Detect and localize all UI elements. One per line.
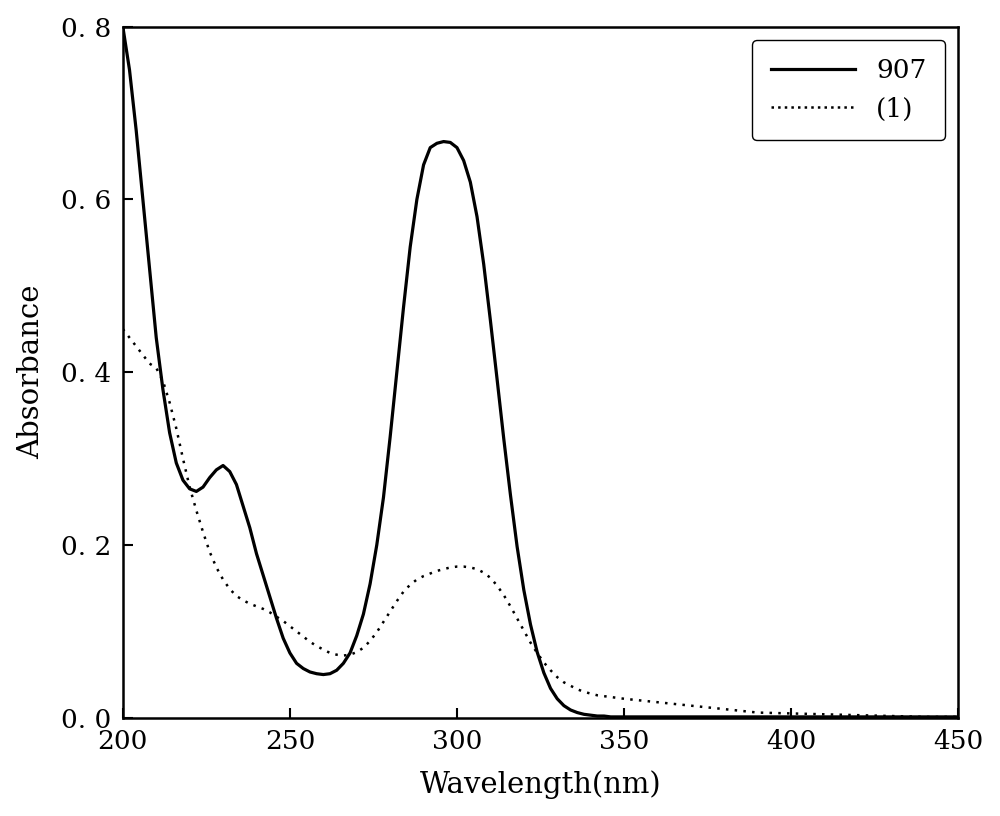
Line: (1): (1) bbox=[123, 329, 958, 717]
(1) bbox=[819, 709, 831, 719]
(1) bbox=[919, 712, 931, 722]
(1) bbox=[611, 693, 623, 703]
(1) bbox=[635, 695, 647, 705]
907 bbox=[852, 712, 864, 722]
907 bbox=[117, 22, 129, 32]
Legend: 907, (1): 907, (1) bbox=[752, 40, 945, 140]
(1) bbox=[117, 324, 129, 334]
907 bbox=[651, 712, 663, 722]
(1) bbox=[197, 527, 209, 537]
(1) bbox=[531, 648, 543, 658]
907 bbox=[297, 663, 309, 673]
Line: 907: 907 bbox=[123, 27, 958, 717]
907 bbox=[605, 712, 617, 722]
907 bbox=[197, 482, 209, 492]
907 bbox=[618, 712, 630, 722]
(1) bbox=[297, 632, 309, 641]
X-axis label: Wavelength(nm): Wavelength(nm) bbox=[420, 770, 661, 800]
Y-axis label: Absorbance: Absorbance bbox=[17, 285, 45, 459]
907 bbox=[952, 712, 964, 722]
907 bbox=[531, 647, 543, 657]
(1) bbox=[952, 712, 964, 722]
